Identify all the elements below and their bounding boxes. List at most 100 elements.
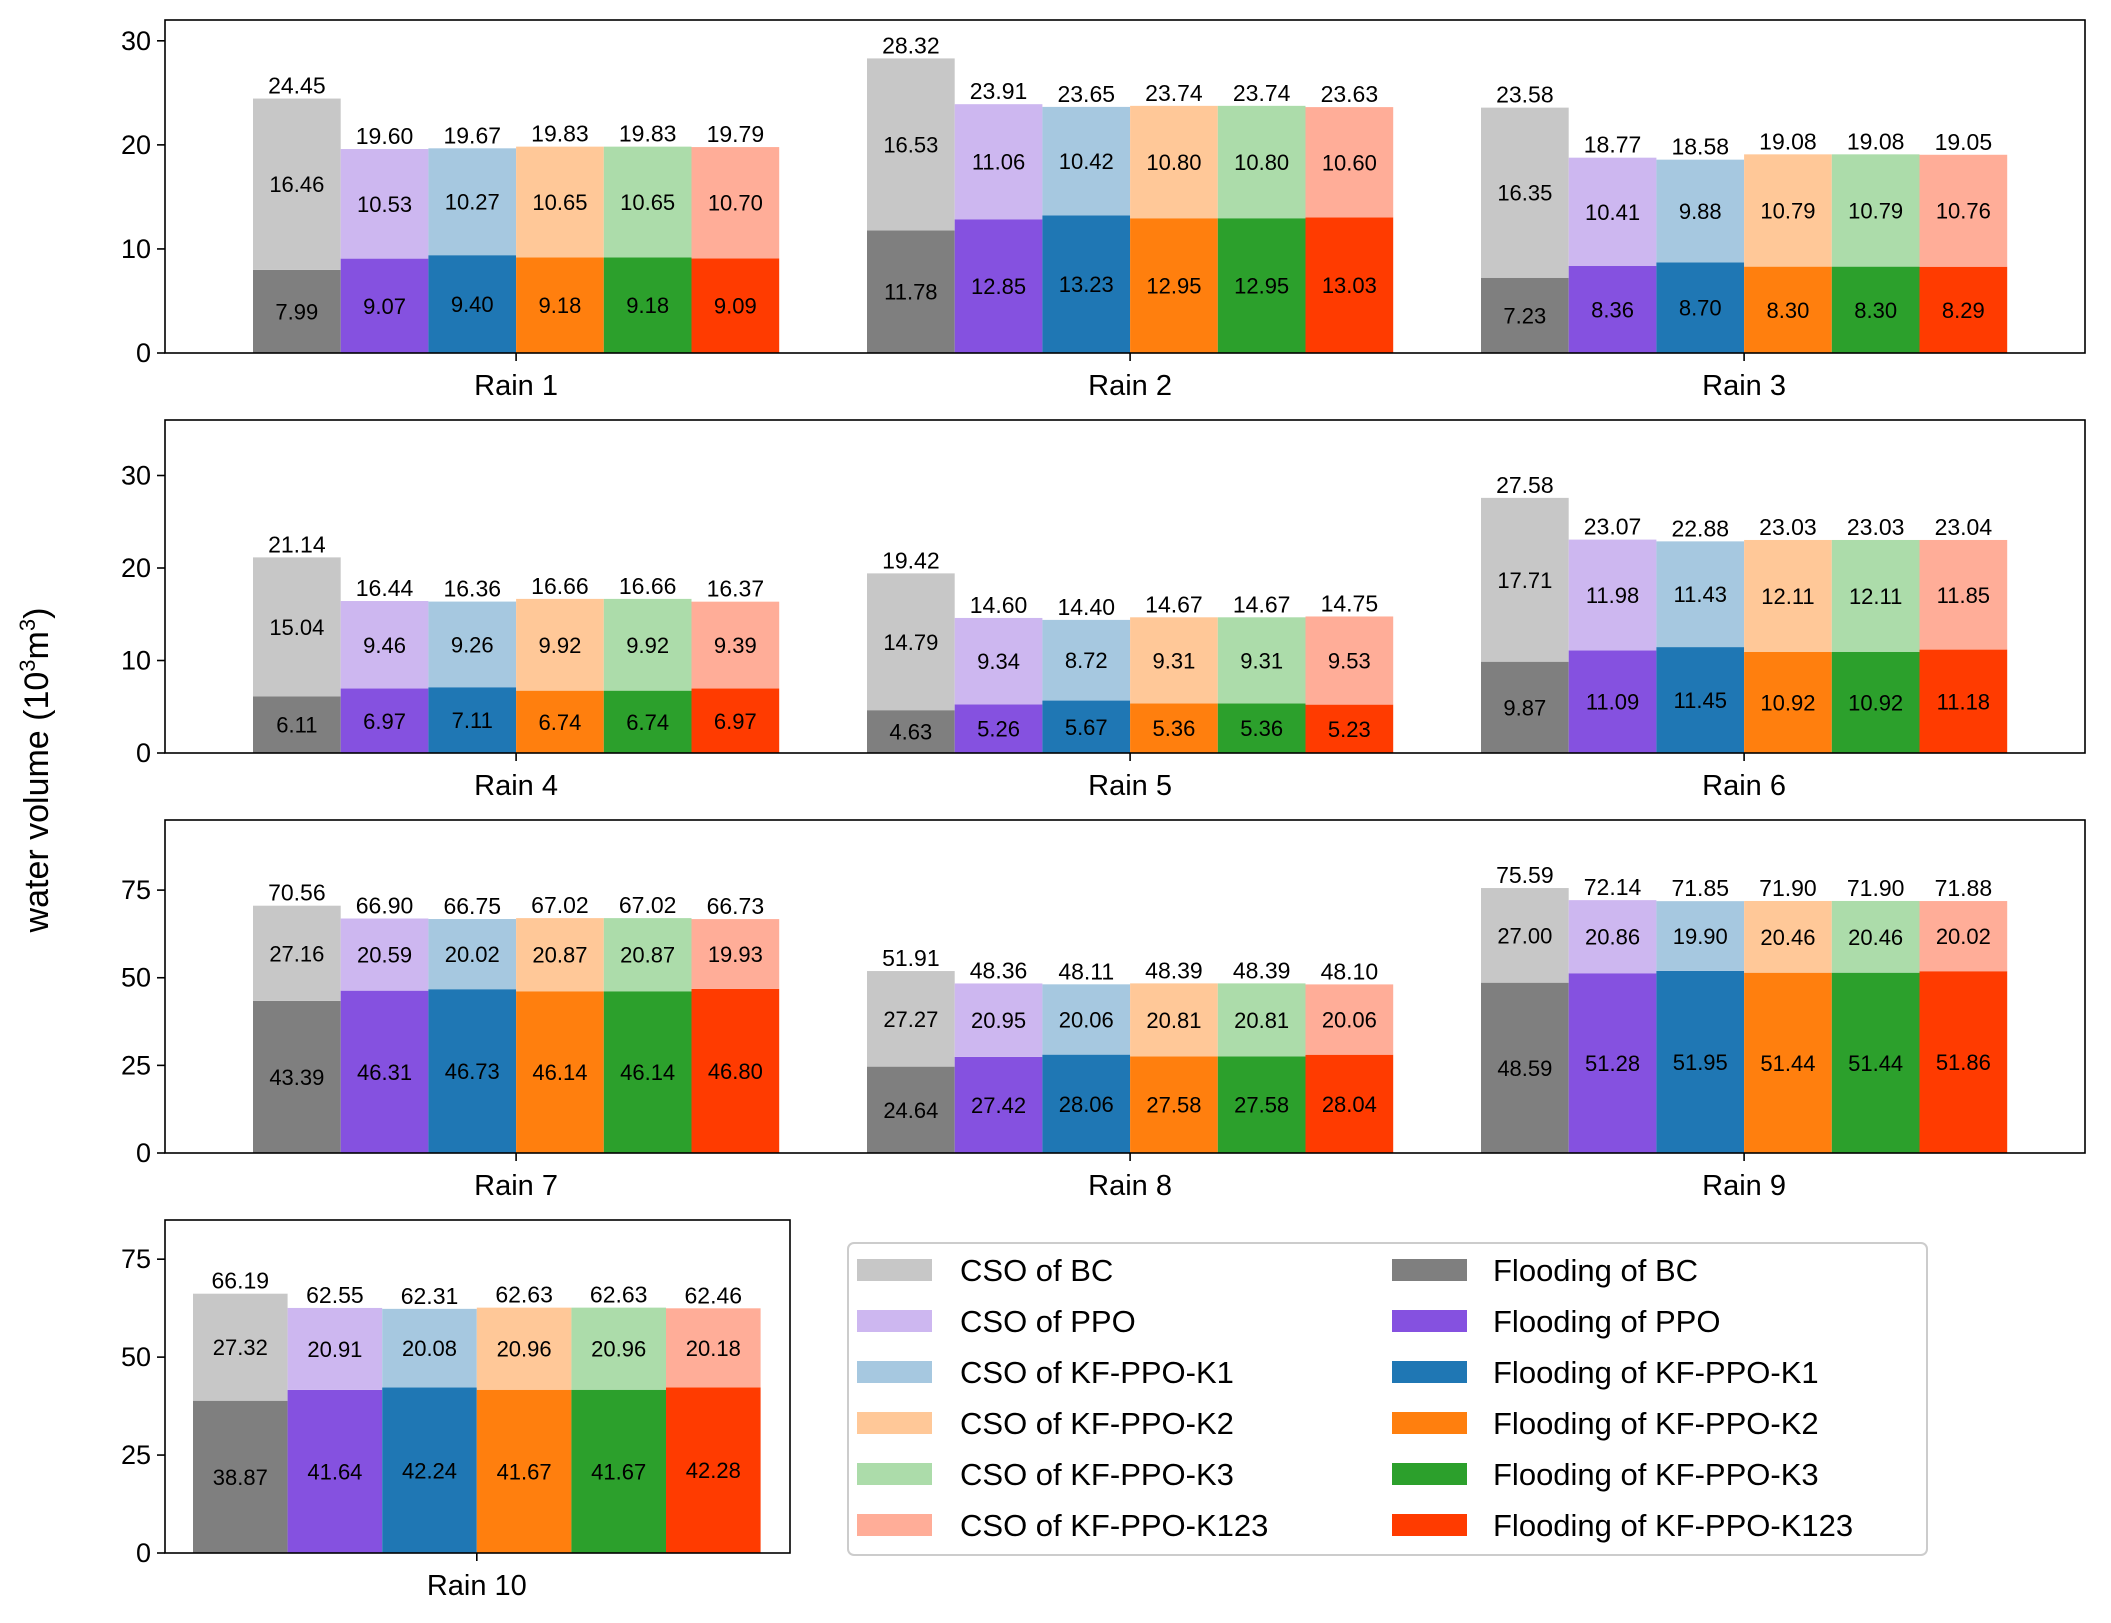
total-value-label: 67.02 bbox=[619, 892, 677, 918]
cso-bar bbox=[1481, 497, 1569, 662]
legend-item: Flooding of KF-PPO-K123 bbox=[1392, 1508, 1853, 1543]
flooding-value-label: 5.23 bbox=[1328, 717, 1371, 742]
flooding-bar bbox=[1481, 982, 1569, 1153]
legend-item: CSO of KF-PPO-K1 bbox=[857, 1355, 1234, 1390]
total-value-label: 14.67 bbox=[1145, 591, 1203, 617]
total-value-label: 19.79 bbox=[707, 121, 765, 147]
total-value-label: 16.66 bbox=[531, 573, 589, 599]
cso-bar bbox=[1130, 617, 1218, 704]
flooding-value-label: 46.14 bbox=[532, 1060, 587, 1085]
total-value-label: 19.67 bbox=[443, 122, 501, 148]
cso-value-label: 10.53 bbox=[357, 192, 412, 217]
total-value-label: 71.88 bbox=[1935, 875, 1993, 901]
flooding-value-label: 11.18 bbox=[1937, 689, 1990, 714]
legend-swatch bbox=[857, 1412, 932, 1434]
cso-bar bbox=[954, 983, 1043, 1057]
flooding-bar bbox=[1568, 973, 1657, 1153]
legend-item: CSO of KF-PPO-K2 bbox=[857, 1406, 1234, 1441]
cso-value-label: 20.87 bbox=[532, 943, 587, 968]
cso-bar bbox=[340, 601, 429, 689]
flooding-value-label: 6.97 bbox=[363, 709, 406, 734]
y-tick-label: 25 bbox=[121, 1050, 151, 1080]
flooding-value-label: 8.70 bbox=[1679, 296, 1722, 321]
total-value-label: 14.60 bbox=[970, 592, 1028, 618]
flooding-bar bbox=[1042, 215, 1131, 353]
cso-bar bbox=[1656, 541, 1745, 648]
flooding-bar bbox=[954, 1056, 1043, 1153]
cso-value-label: 9.92 bbox=[626, 633, 669, 658]
total-value-label: 71.85 bbox=[1671, 875, 1729, 901]
cso-bar bbox=[1217, 105, 1306, 219]
cso-value-label: 10.60 bbox=[1322, 150, 1377, 175]
cso-value-label: 10.80 bbox=[1146, 150, 1201, 175]
cso-value-label: 9.31 bbox=[1240, 648, 1283, 673]
flooding-value-label: 9.18 bbox=[626, 293, 669, 318]
total-value-label: 23.74 bbox=[1145, 80, 1203, 106]
flooding-value-label: 11.09 bbox=[1586, 690, 1639, 715]
y-tick-label: 75 bbox=[121, 1244, 151, 1274]
cso-value-label: 11.43 bbox=[1674, 582, 1727, 607]
cso-bar bbox=[516, 918, 604, 992]
flooding-value-label: 6.74 bbox=[626, 710, 669, 735]
flooding-bar bbox=[867, 710, 955, 753]
cso-bar bbox=[1042, 619, 1131, 701]
rain-label: Rain 4 bbox=[474, 770, 558, 802]
plot-frame bbox=[164, 1219, 791, 1554]
legend-item: CSO of PPO bbox=[857, 1304, 1136, 1339]
rain-label: Rain 1 bbox=[474, 370, 558, 402]
total-value-label: 62.31 bbox=[401, 1283, 459, 1309]
flooding-bar bbox=[340, 258, 429, 353]
total-value-label: 14.75 bbox=[1321, 590, 1379, 616]
flooding-bar bbox=[1130, 1056, 1218, 1153]
cso-value-label: 10.65 bbox=[620, 190, 675, 215]
legend-swatch bbox=[1392, 1310, 1467, 1332]
legend-swatch bbox=[857, 1463, 932, 1485]
flooding-value-label: 9.87 bbox=[1503, 695, 1546, 720]
legend-label: Flooding of BC bbox=[1493, 1253, 1698, 1288]
total-value-label: 23.03 bbox=[1759, 514, 1817, 540]
rain-group-8: 24.64 27.27 51.91 27.42 20.95 48.36 28.06 20.06… bbox=[867, 945, 1394, 1202]
cso-bar bbox=[603, 918, 692, 992]
cso-bar bbox=[382, 1308, 477, 1388]
flooding-value-label: 42.28 bbox=[686, 1458, 741, 1483]
rain-label: Rain 9 bbox=[1702, 1170, 1786, 1202]
total-value-label: 14.67 bbox=[1233, 591, 1291, 617]
y-tick-label: 50 bbox=[121, 1342, 151, 1372]
total-value-label: 19.60 bbox=[356, 123, 414, 149]
cso-value-label: 20.46 bbox=[1848, 925, 1903, 950]
cso-value-label: 10.65 bbox=[532, 190, 587, 215]
flooding-bar bbox=[1919, 971, 2008, 1153]
flooding-value-label: 7.99 bbox=[275, 299, 318, 324]
cso-value-label: 10.79 bbox=[1760, 198, 1815, 223]
total-value-label: 66.73 bbox=[707, 893, 765, 919]
legend-swatch bbox=[1392, 1463, 1467, 1485]
cso-bar bbox=[1831, 900, 1920, 973]
legend-label: Flooding of KF-PPO-K2 bbox=[1493, 1406, 1819, 1441]
cso-bar bbox=[287, 1307, 383, 1390]
cso-bar bbox=[1305, 616, 1394, 705]
flooding-value-label: 5.26 bbox=[977, 717, 1020, 742]
flooding-value-label: 7.23 bbox=[1503, 303, 1546, 328]
total-value-label: 23.63 bbox=[1321, 81, 1379, 107]
flooding-bar bbox=[1744, 651, 1832, 753]
cso-bar bbox=[1305, 107, 1394, 218]
cso-bar bbox=[1568, 539, 1657, 651]
legend-item: CSO of BC bbox=[857, 1253, 1113, 1288]
flooding-value-label: 46.31 bbox=[357, 1060, 412, 1085]
y-tick-label: 0 bbox=[136, 738, 151, 768]
cso-value-label: 16.53 bbox=[883, 132, 938, 157]
cso-bar bbox=[516, 146, 604, 258]
flooding-bar bbox=[516, 690, 604, 753]
flooding-value-label: 12.95 bbox=[1234, 274, 1289, 299]
legend-item: Flooding of BC bbox=[1392, 1253, 1698, 1288]
total-value-label: 28.32 bbox=[882, 32, 940, 58]
panel-2: 0 10 20 30 6.11 15.04 21.14 6.97 9.46 16.44 7.11 9.… bbox=[121, 419, 2086, 802]
rain-group-7: 43.39 27.16 70.56 46.31 20.59 66.90 46.73 20.02… bbox=[253, 880, 780, 1202]
y-tick-label: 0 bbox=[136, 1538, 151, 1568]
flooding-bar bbox=[603, 257, 692, 353]
flooding-value-label: 11.78 bbox=[884, 280, 937, 305]
cso-bar bbox=[1919, 901, 2008, 972]
flooding-value-label: 9.07 bbox=[363, 294, 406, 319]
flooding-value-label: 51.44 bbox=[1848, 1051, 1903, 1076]
cso-bar bbox=[340, 149, 429, 259]
